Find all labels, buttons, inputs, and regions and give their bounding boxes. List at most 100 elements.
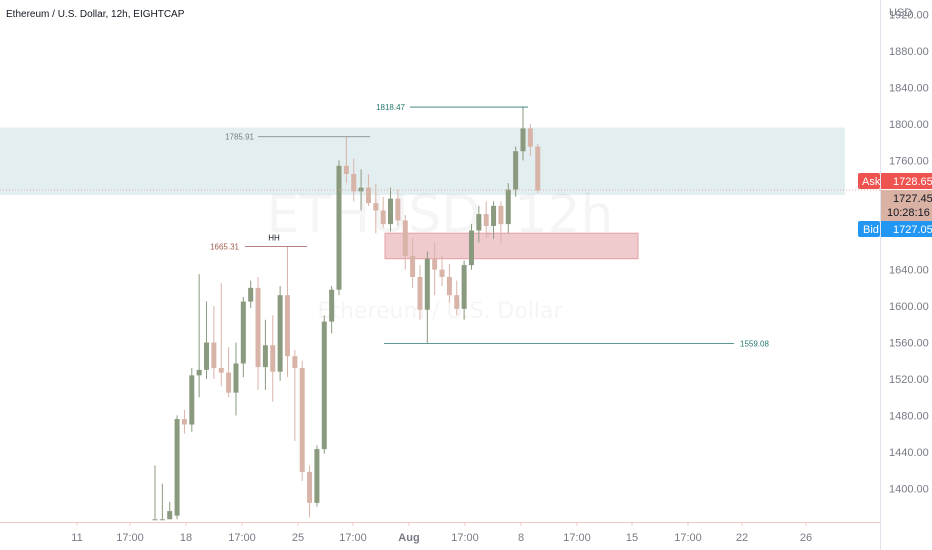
price-tick-label: 1760.00	[889, 155, 929, 167]
candle-body	[476, 214, 482, 231]
candle-body	[240, 301, 246, 364]
candle-body	[299, 368, 305, 472]
candle-body	[204, 342, 210, 370]
candle-body	[343, 165, 349, 174]
hh-level-label: 1665.31	[210, 243, 239, 252]
resistance-zone[interactable]	[0, 127, 845, 195]
candle-body	[329, 289, 335, 322]
price-tick-label: 1440.00	[889, 447, 929, 459]
symbol-title: Ethereum / U.S. Dollar, 12h, EIGHTCAP	[6, 9, 185, 20]
candle-body	[424, 258, 430, 310]
candle-body	[248, 287, 254, 302]
candle-body	[218, 368, 224, 373]
candle-body	[395, 198, 401, 221]
candle-series	[0, 107, 880, 521]
time-tick-label: 17:00	[563, 532, 591, 544]
candle-body	[498, 205, 504, 225]
candle-body	[292, 356, 298, 369]
candle-body	[159, 519, 165, 521]
candle-body	[307, 471, 313, 503]
candle-body	[491, 205, 497, 226]
price-scale-panel[interactable]	[880, 0, 932, 550]
price-tick-label: 1640.00	[889, 265, 929, 277]
ask-tag: Ask 1728.65	[858, 173, 932, 189]
candle-body	[483, 214, 489, 226]
bid-tag: Bid 1727.05	[858, 221, 932, 237]
price-scale-ticks: 1400.00 1440.00 1480.00 1520.00 1560.00 1600.…	[889, 10, 929, 496]
price-tick-label: 1480.00	[889, 410, 929, 422]
last-price-tag: 1727.45 10:28:16	[881, 190, 932, 221]
candle-body	[468, 230, 474, 266]
candle-body	[388, 198, 394, 225]
time-tick-label: 17:00	[339, 532, 367, 544]
candle-body	[461, 265, 467, 309]
annotation-layer: 1818.47 1785.91 1665.31 HH 1559.08	[210, 103, 769, 348]
candle-body	[277, 295, 283, 372]
candle-body	[314, 449, 320, 503]
time-tick-label: 15	[626, 532, 638, 544]
ask-value: 1728.65	[893, 176, 932, 188]
candle-body	[535, 146, 541, 191]
candle-body	[432, 258, 438, 270]
candle-body	[211, 342, 217, 369]
time-tick-label: 17:00	[674, 532, 702, 544]
bid-label: Bid	[863, 224, 879, 236]
candle-body	[373, 203, 379, 211]
candle-body	[167, 511, 173, 520]
candle-body	[196, 369, 202, 376]
time-tick-label: 18	[180, 532, 192, 544]
last-price-value: 1727.45	[893, 193, 932, 205]
high-level-label: 1818.47	[376, 103, 405, 112]
candle-body	[321, 321, 327, 450]
price-tick-label: 1920.00	[889, 10, 929, 22]
currency-label: USD	[889, 7, 912, 19]
candle-body	[226, 372, 232, 393]
candle-body	[520, 128, 526, 152]
time-tick-label: 11	[71, 532, 82, 544]
swing-high-level-label: 1785.91	[225, 133, 254, 142]
time-scale-ticks: 11 17:00 18 17:00 25 17:00 Aug 17:00 8 17:00 15 17:…	[71, 522, 812, 544]
candle-body	[380, 210, 386, 225]
candle-body	[365, 187, 371, 204]
symbol-watermark: ETHUSD, 12h	[266, 185, 613, 245]
candle-body	[351, 174, 357, 192]
price-tick-label: 1400.00	[889, 483, 929, 495]
time-tick-label: Aug	[398, 532, 419, 544]
candle-body	[454, 295, 460, 309]
candle-body	[417, 276, 423, 310]
price-tick-label: 1600.00	[889, 301, 929, 313]
candle-body	[402, 220, 408, 256]
candle-body	[262, 345, 268, 368]
candle-body	[410, 255, 416, 277]
time-tick-label: 17:00	[451, 532, 479, 544]
price-tick-label: 1840.00	[889, 82, 929, 94]
hh-marker: HH	[268, 234, 280, 243]
price-tick-label: 1560.00	[889, 338, 929, 350]
time-tick-label: 17:00	[116, 532, 144, 544]
candle-body	[233, 363, 239, 393]
time-tick-label: 8	[518, 532, 524, 544]
description-watermark: Ethereum / U.S. Dollar	[317, 299, 563, 324]
ask-label: Ask	[862, 176, 881, 188]
candle-body	[255, 287, 261, 368]
candle-body	[152, 519, 158, 521]
candle-body	[181, 419, 187, 425]
time-tick-label: 17:00	[228, 532, 256, 544]
candle-body	[439, 269, 445, 277]
bar-countdown: 10:28:16	[887, 207, 930, 219]
price-tick-label: 1520.00	[889, 374, 929, 386]
low-level-label: 1559.08	[740, 339, 769, 348]
candle-body	[527, 128, 533, 147]
candle-body	[446, 276, 452, 296]
candle-body	[189, 375, 195, 425]
bid-value: 1727.05	[893, 224, 932, 236]
price-tick-label: 1800.00	[889, 119, 929, 131]
candle-body	[336, 165, 342, 290]
candle-body	[174, 419, 180, 516]
candle-body	[284, 295, 290, 357]
time-tick-label: 25	[292, 532, 304, 544]
time-tick-label: 26	[800, 532, 812, 544]
candle-body	[513, 151, 519, 190]
candle-body	[505, 189, 511, 225]
